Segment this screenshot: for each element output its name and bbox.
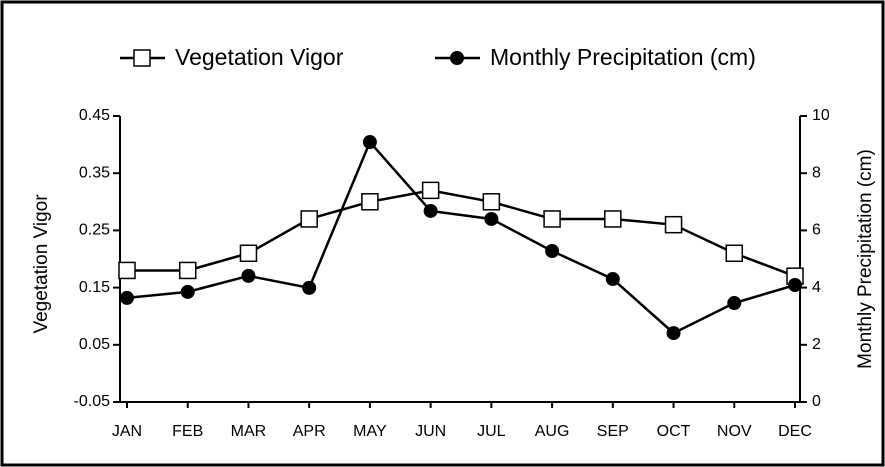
- point: [421, 181, 440, 200]
- legend-label: Vegetation Vigor: [175, 44, 344, 70]
- y2-tick-label: 8: [812, 164, 821, 181]
- point: [666, 326, 681, 341]
- point: [361, 193, 379, 211]
- point: [362, 135, 377, 150]
- x-tick-label: JUN: [415, 423, 446, 440]
- y2-tick-label: 10: [812, 107, 830, 124]
- y-tick-label: 0.15: [79, 279, 110, 296]
- y-axis-label: Vegetation Vigor: [31, 194, 52, 334]
- point: [604, 210, 622, 228]
- point: [727, 296, 742, 311]
- x-tick-label: DEC: [778, 423, 812, 440]
- x-tick-label: SEP: [597, 423, 629, 440]
- point: [423, 203, 438, 218]
- y-tick-label: -0.05: [74, 393, 111, 410]
- y2-axis-label: Monthly Precipitation (cm): [855, 149, 876, 369]
- point: [178, 261, 197, 280]
- point: [120, 290, 134, 305]
- y-tick-label: 0.05: [79, 336, 110, 353]
- y-tick-label: 0.25: [79, 222, 110, 239]
- x-tick-label: OCT: [657, 423, 691, 440]
- point: [605, 272, 620, 287]
- y2-tick-label: 2: [812, 336, 821, 353]
- legend-marker: [450, 51, 464, 65]
- series-line: [127, 189, 796, 278]
- x-tick-label: JUL: [477, 423, 506, 440]
- x-tick-label: FEB: [172, 423, 203, 440]
- y2-tick-label: 6: [812, 222, 821, 239]
- y-tick-label: 0.45: [79, 107, 110, 124]
- point: [482, 193, 501, 211]
- x-tick-label: AUG: [535, 423, 570, 440]
- x-tick-label: APR: [293, 423, 326, 440]
- point: [302, 280, 317, 295]
- point: [664, 215, 683, 234]
- x-tick-label: NOV: [717, 423, 752, 440]
- point: [241, 268, 256, 283]
- x-tick-label: JAN: [112, 423, 142, 440]
- series-line: [126, 139, 796, 335]
- y-tick-label: 0.35: [79, 164, 110, 181]
- legend-marker: [133, 49, 151, 67]
- point: [788, 278, 802, 293]
- point: [118, 261, 136, 280]
- point: [239, 244, 258, 263]
- point: [300, 210, 318, 228]
- point: [180, 284, 195, 299]
- x-tick-label: MAY: [353, 423, 387, 440]
- point: [484, 211, 499, 226]
- point: [543, 210, 561, 228]
- x-tick-label: MAR: [231, 423, 267, 440]
- point: [725, 244, 744, 263]
- legend-label: Monthly Precipitation (cm): [490, 44, 756, 70]
- point: [545, 243, 560, 258]
- y2-tick-label: 0: [812, 393, 821, 410]
- y2-tick-label: 4: [812, 279, 821, 296]
